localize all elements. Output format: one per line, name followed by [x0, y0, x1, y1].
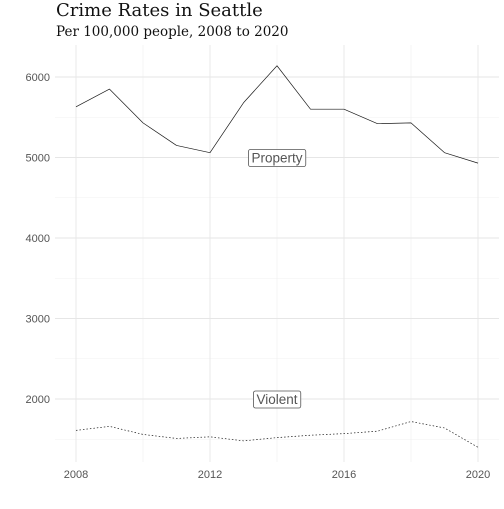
- x-tick-label: 2008: [64, 469, 88, 481]
- y-tick-label: 5000: [26, 153, 50, 165]
- series-label-box: [248, 149, 307, 167]
- series-label-violent: Violent: [253, 390, 302, 409]
- y-axis-ticks: 2000 3000 4000 5000 6000: [26, 72, 50, 406]
- series-label-property: Property: [248, 149, 307, 167]
- grid: [55, 45, 499, 462]
- x-tick-label: 2016: [332, 469, 356, 481]
- chart-subtitle: Per 100,000 people, 2008 to 2020: [56, 24, 289, 40]
- series-label-box: [253, 390, 302, 409]
- x-tick-label: 2012: [198, 469, 222, 481]
- x-axis-ticks: 2008 2012 2016 2020: [64, 469, 490, 481]
- series-label-text: Violent: [256, 392, 297, 407]
- series-line-property: [75, 65, 479, 164]
- x-tick-label: 2020: [466, 469, 490, 481]
- y-tick-label: 6000: [26, 72, 50, 84]
- y-tick-label: 3000: [26, 314, 50, 326]
- series-labels: Property Violent: [248, 149, 307, 409]
- y-tick-label: 2000: [26, 394, 50, 406]
- series: [75, 65, 479, 448]
- y-tick-label: 4000: [26, 233, 50, 245]
- series-label-text: Property: [251, 151, 302, 166]
- chart-title: Crime Rates in Seattle: [56, 0, 263, 21]
